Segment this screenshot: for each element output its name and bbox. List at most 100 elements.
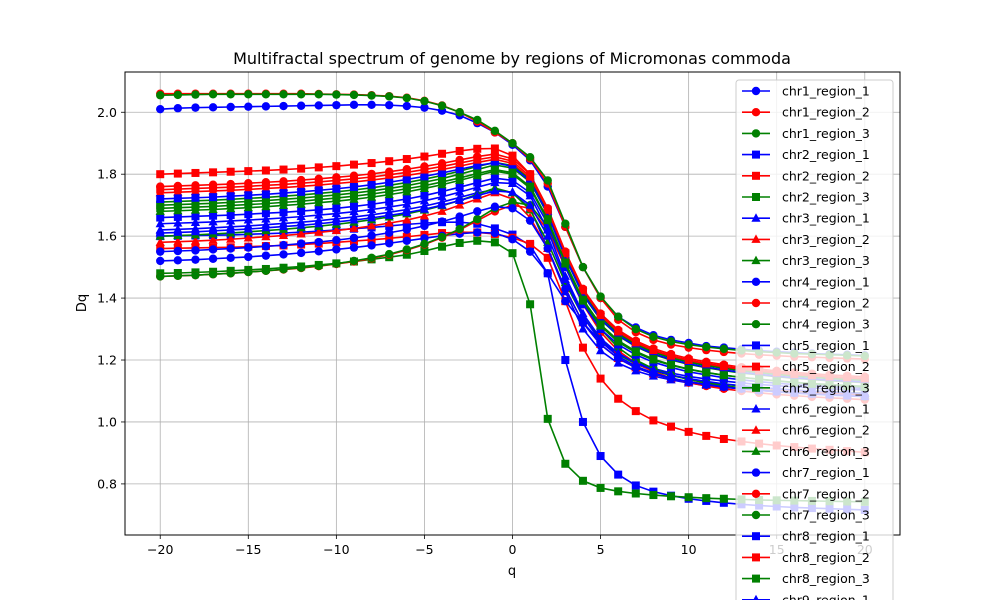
data-point bbox=[279, 250, 288, 259]
data-point bbox=[596, 483, 605, 492]
data-point bbox=[209, 183, 218, 192]
data-point bbox=[349, 233, 359, 243]
data-point bbox=[455, 224, 464, 234]
data-point bbox=[332, 259, 341, 268]
data-point bbox=[367, 172, 376, 181]
legend-marker bbox=[751, 489, 761, 498]
x-tick-label: −5 bbox=[415, 542, 433, 557]
legend-label: chr7_region_1 bbox=[782, 465, 870, 480]
data-point bbox=[261, 231, 271, 241]
legend-label: chr8_region_1 bbox=[782, 529, 870, 544]
data-point bbox=[507, 178, 518, 187]
x-tick-label: −20 bbox=[147, 542, 173, 557]
data-point bbox=[543, 269, 552, 278]
data-point bbox=[209, 211, 218, 220]
data-point bbox=[279, 101, 288, 111]
data-point bbox=[314, 261, 323, 271]
legend-item: chr7_region_3 bbox=[742, 508, 870, 523]
data-point bbox=[173, 194, 182, 203]
legend-label: chr2_region_1 bbox=[782, 147, 870, 162]
data-point bbox=[473, 155, 482, 164]
data-point bbox=[702, 431, 711, 440]
data-point bbox=[244, 210, 253, 219]
data-point bbox=[208, 103, 218, 112]
data-point bbox=[667, 360, 676, 369]
data-point bbox=[244, 243, 253, 252]
data-point bbox=[473, 115, 482, 125]
x-tick-label: 10 bbox=[681, 542, 697, 557]
y-tick-label: 1.6 bbox=[97, 229, 117, 244]
data-point bbox=[279, 198, 288, 207]
data-point bbox=[631, 481, 640, 490]
data-point bbox=[402, 101, 412, 111]
data-point bbox=[455, 173, 464, 182]
data-point bbox=[191, 203, 200, 212]
legend-item: chr1_region_1 bbox=[742, 84, 870, 99]
legend-marker bbox=[751, 320, 761, 329]
data-point bbox=[561, 296, 570, 306]
data-point bbox=[297, 164, 306, 173]
y-tick-label: 1.8 bbox=[97, 167, 117, 182]
data-point bbox=[437, 200, 447, 209]
data-point bbox=[561, 258, 570, 267]
data-point bbox=[226, 269, 235, 278]
data-point bbox=[543, 209, 552, 218]
data-point bbox=[314, 90, 323, 99]
legend: chr1_region_1 chr1_region_2 chr1_region_3c… bbox=[735, 79, 894, 600]
y-tick-label: 0.8 bbox=[97, 476, 117, 491]
data-point bbox=[331, 225, 341, 235]
legend-label: chr4_region_2 bbox=[782, 296, 870, 311]
data-point bbox=[561, 253, 570, 262]
legend-item: chr4_region_2 bbox=[742, 296, 870, 311]
data-point bbox=[419, 211, 430, 220]
legend-marker bbox=[751, 468, 761, 477]
data-point bbox=[402, 199, 412, 208]
data-point bbox=[490, 165, 499, 174]
data-point bbox=[508, 168, 517, 177]
data-point bbox=[209, 168, 218, 177]
data-point bbox=[332, 100, 341, 110]
data-point bbox=[543, 253, 552, 262]
data-point bbox=[385, 249, 394, 259]
data-point bbox=[244, 191, 253, 200]
data-point bbox=[455, 195, 465, 205]
data-point bbox=[314, 218, 324, 228]
data-point bbox=[244, 102, 253, 111]
data-point bbox=[384, 202, 394, 211]
data-point bbox=[332, 204, 341, 213]
data-point bbox=[261, 190, 270, 199]
data-point bbox=[560, 274, 570, 283]
data-point bbox=[402, 207, 412, 217]
data-point bbox=[614, 336, 623, 345]
data-point bbox=[526, 300, 535, 309]
data-point bbox=[349, 256, 359, 266]
data-point bbox=[455, 218, 464, 227]
data-point bbox=[173, 271, 183, 280]
data-point bbox=[402, 250, 411, 259]
data-point bbox=[526, 239, 535, 248]
data-point bbox=[367, 159, 376, 168]
data-point bbox=[684, 340, 693, 349]
data-point bbox=[420, 247, 429, 256]
data-point bbox=[613, 351, 623, 360]
data-point bbox=[191, 212, 200, 221]
legend-item: chr8_region_3 bbox=[742, 571, 870, 586]
data-point bbox=[226, 192, 235, 201]
data-point bbox=[402, 93, 412, 103]
data-point bbox=[490, 152, 499, 161]
data-point bbox=[349, 100, 359, 110]
data-point bbox=[244, 182, 253, 191]
data-point bbox=[173, 203, 182, 212]
data-point bbox=[420, 103, 429, 112]
data-point bbox=[508, 157, 517, 166]
data-point bbox=[438, 168, 447, 177]
data-point bbox=[402, 168, 411, 177]
data-point bbox=[173, 246, 183, 256]
legend-marker bbox=[752, 383, 760, 392]
data-point bbox=[226, 102, 235, 112]
data-point bbox=[191, 90, 200, 99]
data-point bbox=[595, 336, 606, 345]
data-point bbox=[191, 193, 200, 202]
data-point bbox=[719, 494, 728, 503]
data-point bbox=[719, 371, 728, 380]
